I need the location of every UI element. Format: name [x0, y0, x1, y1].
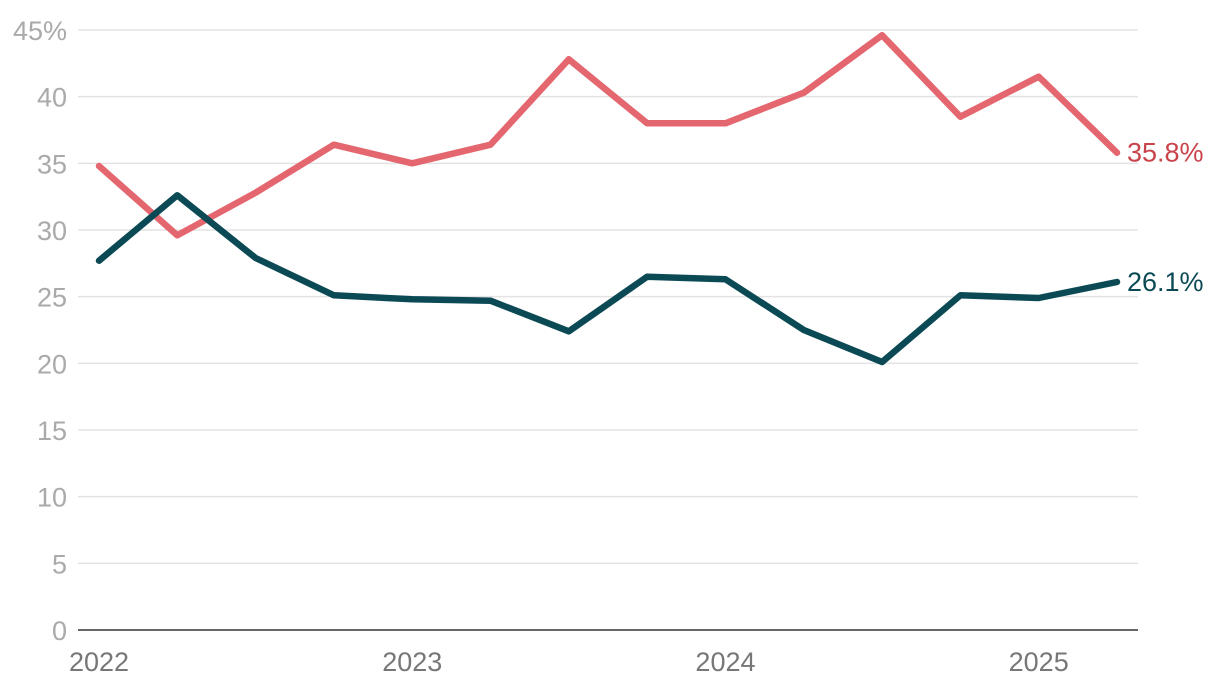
y-tick-label: 45% — [13, 16, 67, 46]
x-tick-label: 2022 — [69, 647, 129, 677]
y-tick-label: 30 — [37, 216, 67, 246]
y-tick-label: 15 — [37, 416, 67, 446]
y-tick-label: 20 — [37, 349, 67, 379]
y-tick-label: 40 — [37, 83, 67, 113]
teal-series-end-label: 26.1% — [1127, 267, 1204, 297]
x-tick-label: 2025 — [1009, 647, 1069, 677]
y-axis-ticks: 0 5 10 15 20 25 30 35 40 45% — [13, 16, 67, 646]
teal-series-line — [95, 192, 1121, 366]
x-axis-ticks: 2022 2023 2024 2025 — [69, 647, 1069, 677]
gridlines — [78, 29, 1138, 631]
red-series-end-label: 35.8% — [1127, 138, 1204, 168]
series-lines — [95, 32, 1121, 366]
y-tick-label: 0 — [52, 616, 67, 646]
red-series-line — [95, 32, 1121, 239]
x-tick-label: 2023 — [382, 647, 442, 677]
y-tick-label: 25 — [37, 283, 67, 313]
x-tick-label: 2024 — [695, 647, 755, 677]
end-labels: 35.8% 26.1% — [1127, 138, 1204, 297]
y-tick-label: 35 — [37, 149, 67, 179]
y-tick-label: 5 — [52, 549, 67, 579]
y-tick-label: 10 — [37, 483, 67, 513]
